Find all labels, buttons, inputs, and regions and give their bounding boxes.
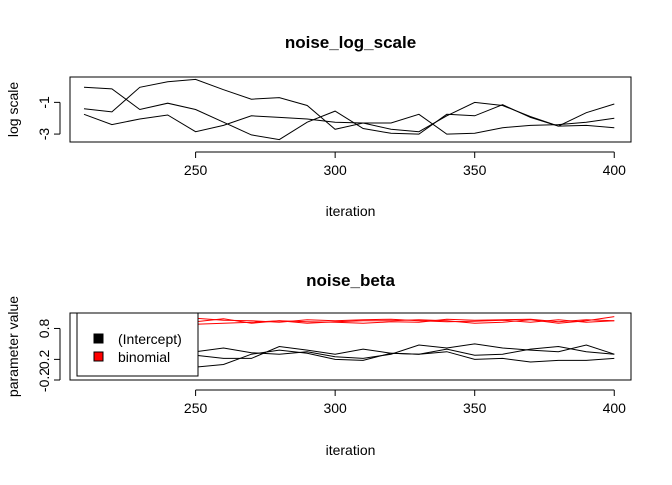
panel-0-x-tick-label-2: 350	[463, 162, 487, 178]
panel-1-x-tick-label-0: 250	[184, 400, 208, 416]
panel-0-series-line-2	[83, 78, 615, 133]
panel-1-y-tick-label-0: -0.2	[36, 368, 52, 392]
panel-0-x-tick-label-3: 400	[603, 162, 627, 178]
panel-1-y-tick-label-1: 0.2	[36, 349, 52, 369]
legend-swatch-1	[93, 351, 104, 362]
panel-0-x-axis-label: iteration	[326, 203, 376, 219]
panel-1-x-tick-label-3: 400	[603, 400, 627, 416]
panel-0-series-line-0	[83, 86, 615, 141]
legend-swatch-0	[93, 333, 104, 344]
panel-1-x-axis-label: iteration	[326, 442, 376, 458]
panel-0-plot-frame	[69, 76, 632, 143]
panel-0-y-tick-label-1: -3	[36, 128, 52, 141]
panel-1-title: noise_beta	[306, 271, 395, 290]
panel-1-y-axis-label: parameter value	[5, 296, 21, 397]
panel-1-y-tick-label-2: 0.8	[36, 319, 52, 339]
panel-0-x-tick-label-0: 250	[184, 162, 208, 178]
panel-1-plot-frame	[69, 312, 632, 381]
panel-0-y-tick-label-0: -1	[36, 96, 52, 109]
panel-1-x-tick-label-2: 350	[463, 400, 487, 416]
legend-label-0: (Intercept)	[118, 331, 182, 347]
panel-1-x-tick-label-1: 300	[323, 400, 347, 416]
legend-box	[76, 312, 199, 377]
panel-0-y-axis-label: log scale	[5, 82, 21, 137]
panel-0-series-line-1	[83, 113, 615, 135]
panel-0-title: noise_log_scale	[285, 33, 416, 52]
legend-label-1: binomial	[118, 349, 170, 365]
panel-0-x-tick-label-1: 300	[323, 162, 347, 178]
